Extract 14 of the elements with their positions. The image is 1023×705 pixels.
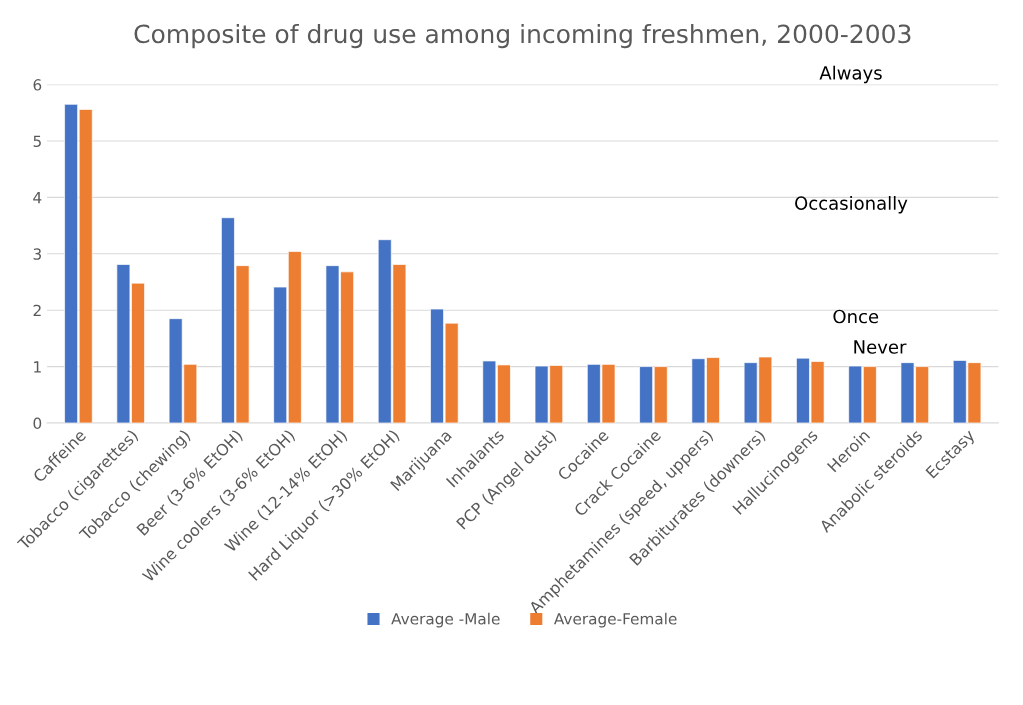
legend-label: Average -Male xyxy=(391,612,500,628)
y-tick-label: 4 xyxy=(33,192,42,204)
y-tick-label: 0 xyxy=(33,417,42,430)
annotation: Once xyxy=(833,309,879,324)
chart-title: Composite of drug use among incoming freshmen, 2000-2003 xyxy=(134,23,911,49)
y-tick-label: 5 xyxy=(33,135,41,148)
text: Always xyxy=(819,65,882,84)
y-tick-label: 3 xyxy=(33,248,41,260)
y-tick-label: 1 xyxy=(34,361,41,373)
y-tick-label: 6 xyxy=(33,79,42,91)
y-tick-label: 2 xyxy=(33,304,41,316)
legend-label: Average-Female xyxy=(553,612,677,628)
annotation: Never xyxy=(854,340,907,354)
annotation: Occasionally xyxy=(795,195,908,214)
